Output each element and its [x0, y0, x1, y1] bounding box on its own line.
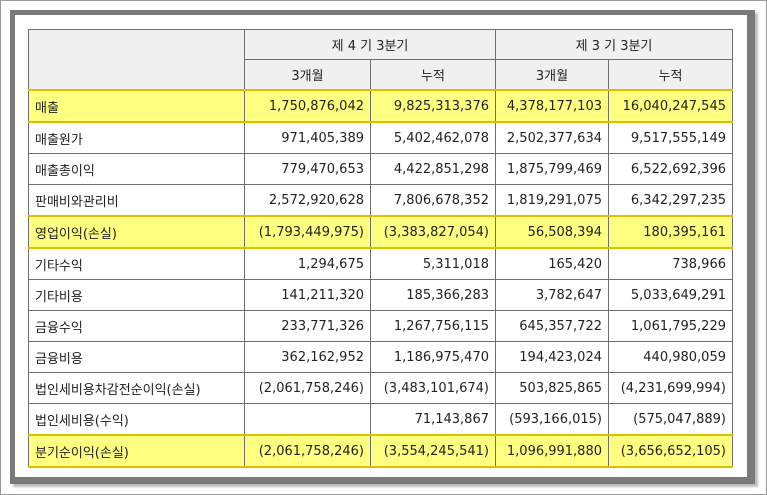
table-row: 판매비와관리비 2,572,920,628 7,806,678,352 1,819,2… [28, 184, 733, 217]
value-cell: (3,554,245,541) [370, 434, 496, 468]
value-cell: 71,143,867 [370, 403, 496, 436]
value-cell: (1,793,449,975) [244, 215, 371, 249]
value-cell: 971,405,389 [244, 121, 371, 154]
value-cell: 165,420 [495, 247, 609, 280]
table-row: 기타비용 141,211,320 185,366,283 3,782,647 5,033… [28, 279, 733, 311]
table-row: 법인세비용차감전순이익(손실) (2,061,758,246) (3,483,101… [28, 372, 733, 404]
value-cell: 1,061,795,229 [608, 310, 733, 342]
value-cell: 9,517,555,149 [608, 121, 733, 154]
value-cell: 5,402,462,078 [370, 121, 496, 154]
row-label: 법인세비용(수익) [28, 403, 245, 436]
value-cell: 362,162,952 [244, 341, 371, 373]
value-cell: (2,061,758,246) [244, 372, 371, 404]
value-cell: 233,771,326 [244, 310, 371, 342]
row-label: 매출총이익 [28, 153, 245, 185]
value-cell: 645,357,722 [495, 310, 609, 342]
row-label: 금융수익 [28, 310, 245, 342]
table-row: 분기순이익(손실) (2,061,758,246) (3,554,245,541) 1… [28, 434, 733, 468]
value-cell: 1,819,291,075 [495, 184, 609, 217]
value-cell: (3,383,827,054) [370, 215, 496, 249]
value-cell: 5,311,018 [370, 247, 496, 280]
value-cell: (4,231,699,994) [608, 372, 733, 404]
row-label: 분기순이익(손실) [28, 434, 245, 468]
value-cell: 194,423,024 [495, 341, 609, 373]
value-cell: 779,470,653 [244, 153, 371, 185]
value-cell: 1,267,756,115 [370, 310, 496, 342]
table-row: 영업이익(손실) (1,793,449,975) (3,383,827,054) 56… [28, 215, 733, 249]
value-cell [244, 403, 371, 436]
sub-header: 누적 [370, 59, 496, 91]
value-cell: 4,378,177,103 [495, 89, 609, 123]
value-cell: 56,508,394 [495, 215, 609, 249]
sub-header: 누적 [608, 59, 733, 91]
outer-panel: 제 4 기 3분기 제 3 기 3분기 3개월 누적 3개월 누적 매출 1,75… [10, 10, 755, 484]
sub-header-row: 3개월 누적 3개월 누적 [29, 59, 733, 91]
table-row: 법인세비용(수익) 71,143,867 (593,166,015) (575,047… [28, 403, 733, 436]
table-row: 기타수익 1,294,675 5,311,018 165,420 738,966 [28, 247, 733, 280]
value-cell: 1,096,991,880 [495, 434, 609, 468]
row-label: 매출원가 [28, 121, 245, 154]
period-header: 제 3 기 3분기 [495, 29, 733, 60]
value-cell: 440,980,059 [608, 341, 733, 373]
value-cell: (3,483,101,674) [370, 372, 496, 404]
row-label: 금융비용 [28, 341, 245, 373]
corner-cell [28, 29, 245, 91]
value-cell: 1,186,975,470 [370, 341, 496, 373]
period-header-row: 제 4 기 3분기 제 3 기 3분기 [28, 29, 733, 91]
table-row: 매출원가 971,405,389 5,402,462,078 2,502,377,63… [28, 121, 733, 154]
value-cell: 738,966 [608, 247, 733, 280]
table-row: 금융비용 362,162,952 1,186,975,470 194,423,024 4… [28, 341, 733, 373]
income-statement-table: 제 4 기 3분기 제 3 기 3분기 3개월 누적 3개월 누적 매출 1,75… [28, 29, 733, 468]
row-label: 기타비용 [28, 279, 245, 311]
value-cell: 7,806,678,352 [370, 184, 496, 217]
table-row: 금융수익 233,771,326 1,267,756,115 645,357,722 1… [28, 310, 733, 342]
sub-header: 3개월 [244, 59, 371, 91]
value-cell: (2,061,758,246) [244, 434, 371, 468]
table-body: 매출 1,750,876,042 9,825,313,376 4,378,177,10… [28, 89, 733, 468]
value-cell: (575,047,889) [608, 403, 733, 436]
value-cell: 5,033,649,291 [608, 279, 733, 311]
value-cell: 2,572,920,628 [244, 184, 371, 217]
table-row: 매출총이익 779,470,653 4,422,851,298 1,875,799,4… [28, 153, 733, 185]
row-label: 판매비와관리비 [28, 184, 245, 217]
row-label: 매출 [28, 89, 245, 123]
value-cell: 1,294,675 [244, 247, 371, 280]
value-cell: 185,366,283 [370, 279, 496, 311]
table-container: 제 4 기 3분기 제 3 기 3분기 3개월 누적 3개월 누적 매출 1,75… [15, 15, 747, 477]
value-cell: 3,782,647 [495, 279, 609, 311]
value-cell: 141,211,320 [244, 279, 371, 311]
value-cell: 9,825,313,376 [370, 89, 496, 123]
value-cell: 503,825,865 [495, 372, 609, 404]
period-header: 제 4 기 3분기 [244, 29, 496, 60]
value-cell: 4,422,851,298 [370, 153, 496, 185]
value-cell: 1,875,799,469 [495, 153, 609, 185]
value-cell: (593,166,015) [495, 403, 609, 436]
value-cell: 16,040,247,545 [608, 89, 733, 123]
row-label: 법인세비용차감전순이익(손실) [28, 372, 245, 404]
value-cell: (3,656,652,105) [608, 434, 733, 468]
value-cell: 6,522,692,396 [608, 153, 733, 185]
row-label: 기타수익 [28, 247, 245, 280]
value-cell: 2,502,377,634 [495, 121, 609, 154]
row-label: 영업이익(손실) [28, 215, 245, 249]
value-cell: 1,750,876,042 [244, 89, 371, 123]
value-cell: 6,342,297,235 [608, 184, 733, 217]
table-row: 매출 1,750,876,042 9,825,313,376 4,378,177,10… [28, 89, 733, 123]
value-cell: 180,395,161 [608, 215, 733, 249]
sub-header: 3개월 [495, 59, 609, 91]
